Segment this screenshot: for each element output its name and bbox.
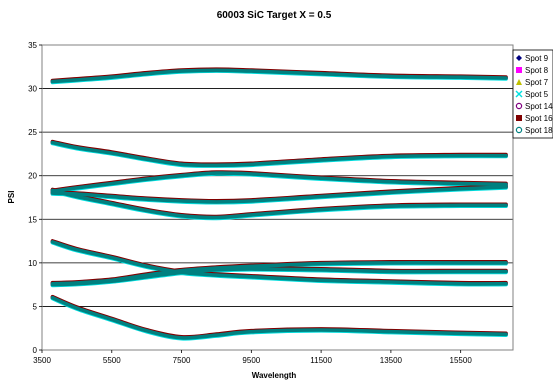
legend-marker	[516, 115, 522, 121]
series-line	[50, 171, 508, 194]
x-tick-label-5: 13500	[380, 356, 403, 365]
x-tick-label-1: 5500	[103, 356, 121, 365]
y-tick-label-6: 30	[28, 85, 37, 94]
y-tick-label-2: 10	[28, 259, 37, 268]
plot-area	[41, 44, 514, 351]
legend-label: Spot 9	[525, 54, 549, 63]
series-spot-16	[50, 67, 508, 339]
legend-entry: Spot 18	[515, 126, 553, 135]
legend-label: Spot 16	[525, 114, 553, 123]
y-axis-label: PSI	[7, 191, 16, 204]
legend-marker	[516, 55, 522, 61]
y-tick-label-3: 15	[28, 215, 37, 224]
x-tick-label-0: 3500	[33, 356, 51, 365]
legend-marker	[515, 126, 523, 134]
legend-entry: Spot 5	[515, 90, 549, 99]
legend-label: Spot 5	[525, 90, 549, 99]
series-line	[50, 295, 508, 340]
x-tick-label-6: 15500	[450, 356, 473, 365]
x-tick-label-4: 11500	[310, 356, 332, 365]
legend-marker	[515, 102, 523, 110]
series-line	[50, 185, 508, 204]
series-line	[50, 240, 508, 286]
y-tick-label-5: 25	[28, 128, 37, 137]
x-tick-label-3: 9500	[242, 356, 260, 365]
legend-label: Spot 8	[525, 66, 549, 75]
legend-entry: Spot 7	[516, 78, 549, 87]
series-line	[50, 188, 508, 220]
y-tick-label-4: 20	[28, 172, 37, 181]
legend-label: Spot 14	[525, 102, 553, 111]
y-tick-label-1: 5	[33, 302, 38, 311]
x-tick-label-2: 7500	[173, 356, 191, 365]
x-axis-label: Wavelength	[252, 371, 297, 380]
series-line	[50, 68, 508, 84]
legend-marker	[516, 79, 522, 85]
legend-label: Spot 18	[525, 126, 553, 135]
legend-entry: Spot 8	[516, 66, 549, 75]
legend-entry: Spot 14	[515, 102, 553, 111]
y-tick-label-0: 0	[33, 346, 38, 355]
series-line	[50, 267, 508, 287]
chart-title: 60003 SiC Target X = 0.5	[217, 10, 332, 21]
y-tick-label-7: 35	[28, 41, 37, 50]
series-line	[50, 140, 508, 168]
legend: Spot 9 Spot 8 Spot 7 Spot 5 Spot 14 Spot 16 Sp…	[512, 49, 553, 139]
series-curves	[50, 67, 508, 341]
legend-entry: Spot 16	[516, 114, 553, 123]
legend-label: Spot 7	[525, 78, 549, 87]
x-axis-ticks: 3500 5500 7500 9500 11500 13500 15500	[33, 350, 472, 365]
legend-marker	[516, 67, 522, 73]
legend-marker	[515, 90, 523, 98]
grid-lines	[42, 88, 513, 307]
y-axis-ticks: 0 5 10 15 20 25 30 35	[28, 41, 42, 355]
legend-entry: Spot 9	[516, 54, 549, 63]
series-spot-18	[50, 68, 508, 340]
